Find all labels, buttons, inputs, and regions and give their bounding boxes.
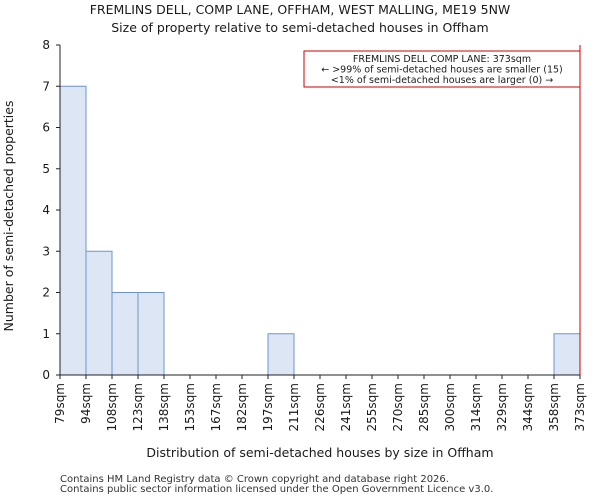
chart-title: FREMLINS DELL, COMP LANE, OFFHAM, WEST M…	[90, 2, 511, 17]
bar-108sqm	[111, 292, 139, 376]
x-tick-label: 226sqm	[313, 383, 327, 431]
x-ticks-group: 79sqm 94sqm 108sqm 123sqm 138sqm 153sqm 167sqm…	[53, 375, 587, 431]
x-tick-label: 153sqm	[183, 383, 197, 431]
x-tick-label: 108sqm	[105, 383, 119, 431]
y-tick-label: 1	[42, 327, 50, 341]
y-tick-label: 8	[42, 38, 50, 52]
x-tick-label: 255sqm	[365, 383, 379, 431]
bar-79sqm	[59, 85, 87, 376]
x-tick-label: 182sqm	[235, 383, 249, 431]
x-tick-label: 167sqm	[209, 383, 223, 431]
y-tick-label: 2	[42, 286, 50, 300]
y-axis-label: Number of semi-detached properties	[1, 101, 16, 332]
x-tick-label: 123sqm	[131, 383, 145, 431]
annotation-box: FREMLINS DELL COMP LANE: 373sqm ← >99% o…	[303, 50, 581, 88]
annotation-border	[303, 50, 581, 88]
y-tick-label: 3	[42, 244, 50, 258]
x-tick-label: 211sqm	[287, 383, 301, 431]
y-ticks-group: 0 1 2 3 4 5 6 7 8	[42, 38, 60, 382]
bar-123sqm	[137, 292, 165, 376]
footer-line-2: Contains public sector information licen…	[60, 484, 494, 495]
x-tick-label: 300sqm	[443, 383, 457, 431]
annotation-line-2: ← >99% of semi-detached houses are small…	[321, 65, 563, 76]
bar-358sqm	[553, 333, 581, 376]
x-tick-label: 358sqm	[547, 383, 561, 431]
x-tick-label: 344sqm	[521, 383, 535, 431]
x-tick-label: 79sqm	[53, 383, 67, 424]
x-tick-label: 314sqm	[469, 383, 483, 431]
bar-197sqm	[267, 333, 295, 376]
x-tick-label: 197sqm	[261, 383, 275, 431]
y-tick-label: 0	[42, 368, 50, 382]
annotation-line-3: <1% of semi-detached houses are larger (…	[331, 75, 553, 86]
x-tick-label: 241sqm	[339, 383, 353, 431]
x-tick-label: 285sqm	[417, 383, 431, 431]
y-tick-label: 6	[42, 121, 50, 135]
annotation-line-1: FREMLINS DELL COMP LANE: 373sqm	[353, 54, 531, 65]
footer-line-1: Contains HM Land Registry data © Crown c…	[60, 474, 449, 485]
bars-group	[59, 85, 581, 376]
y-tick-label: 4	[42, 203, 50, 217]
y-tick-label: 7	[42, 79, 50, 93]
x-tick-label: 329sqm	[495, 383, 509, 431]
bar-94sqm	[85, 250, 113, 376]
x-axis-label: Distribution of semi-detached houses by …	[146, 445, 493, 460]
x-tick-label: 94sqm	[79, 383, 93, 424]
x-tick-label: 373sqm	[573, 383, 587, 431]
chart-subtitle: Size of property relative to semi-detach…	[111, 20, 488, 35]
y-tick-label: 5	[42, 162, 50, 176]
x-tick-label: 138sqm	[157, 383, 171, 431]
x-tick-label: 270sqm	[391, 383, 405, 431]
